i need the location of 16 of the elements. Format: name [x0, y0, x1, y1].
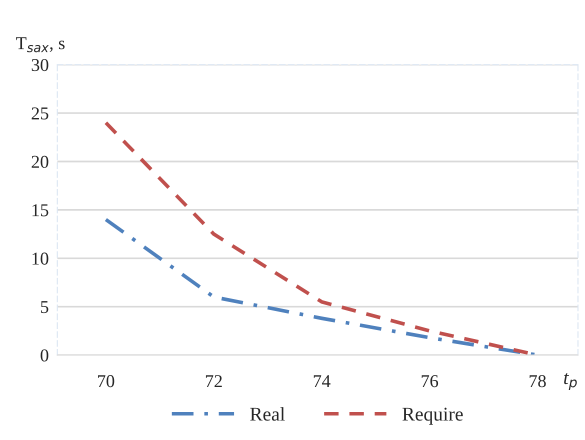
- y-tick-label: 5: [41, 301, 48, 314]
- x-tick-label: 78: [530, 375, 546, 388]
- x-tick-label: 76: [422, 375, 438, 388]
- x-tick-label: 74: [314, 375, 330, 388]
- y-tick-label: 25: [32, 107, 48, 120]
- y-tick-label: 0: [40, 349, 48, 362]
- y-tick-label: 30: [32, 58, 48, 72]
- x-tick-label: 72: [206, 375, 222, 388]
- x-axis-title: t$_{p}$: [564, 373, 577, 390]
- y-axis-title: T$_{sax}$, s: [16, 37, 65, 52]
- legend-label: Require: [402, 408, 463, 425]
- y-tick-label: 10: [32, 252, 48, 265]
- x-tick-label: 70: [98, 375, 114, 388]
- y-tick-label: 15: [32, 204, 48, 216]
- y-tick-label: 20: [32, 156, 48, 168]
- legend-label: Real: [250, 407, 285, 421]
